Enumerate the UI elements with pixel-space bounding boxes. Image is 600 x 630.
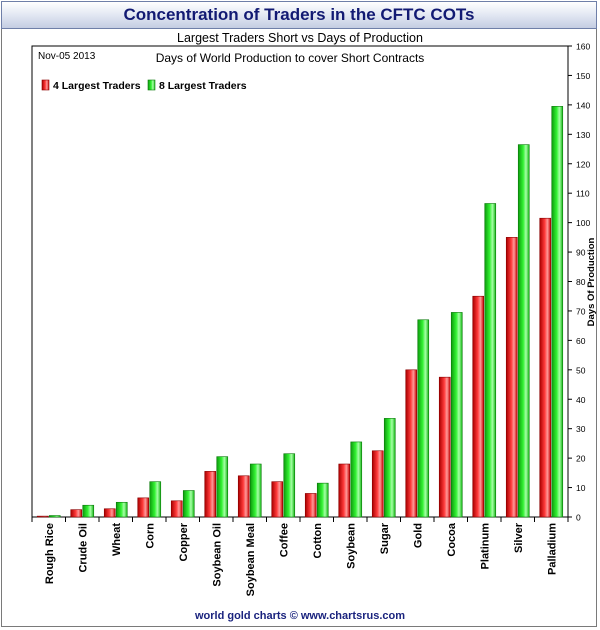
title-banner: Concentration of Traders in the CFTC COT… xyxy=(1,1,597,29)
y-tick-label: 20 xyxy=(576,454,586,464)
bar-top8-sugar xyxy=(383,418,396,518)
bar-top4-crude-oil xyxy=(70,509,83,518)
x-tick-label-wheat: Wheat xyxy=(111,523,123,556)
legend-label-top4: 4 Largest Traders xyxy=(53,80,141,92)
x-tick-label-rough-rice: Rough Rice xyxy=(44,523,56,584)
bar-top4-soybean-meal xyxy=(237,475,250,518)
y-tick-label: 40 xyxy=(576,395,586,405)
bar-top8-copper xyxy=(182,490,195,518)
x-axis: Rough Rice Crude Oil Wheat Corn Copper Soybea… xyxy=(31,517,569,596)
y-tick-label: 120 xyxy=(576,159,590,169)
bar-top8-silver xyxy=(517,144,530,518)
y-tick-label: 10 xyxy=(576,483,586,493)
x-tick-label-copper: Copper xyxy=(178,522,190,561)
x-tick-label-corn: Corn xyxy=(144,523,156,549)
bar-top8-soybean-oil xyxy=(216,456,229,518)
bar-top8-corn xyxy=(149,481,162,518)
y-tick-label: 160 xyxy=(576,42,590,52)
y-tick-label: 50 xyxy=(576,365,586,375)
x-tick-label-cocoa: Cocoa xyxy=(446,522,458,557)
bar-top8-cotton xyxy=(316,482,329,518)
footer-credit: world gold charts © www.chartsrus.com xyxy=(194,610,405,622)
x-tick-label-cotton: Cotton xyxy=(312,523,324,559)
y-tick-label: 90 xyxy=(576,248,586,258)
bar-top4-corn xyxy=(137,497,150,518)
bar-top8-rough-rice xyxy=(48,515,61,518)
bar-top4-soybean xyxy=(338,463,351,518)
bar-top8-gold xyxy=(417,319,430,518)
y-tick-label: 60 xyxy=(576,336,586,346)
chart-annotation: Days of World Production to cover Short … xyxy=(156,51,425,65)
bar-top8-soybean-meal xyxy=(249,463,262,518)
x-tick-label-soybean-meal: Soybean Meal xyxy=(245,523,257,596)
bars-group xyxy=(36,106,564,518)
y-tick-label: 30 xyxy=(576,424,586,434)
y-tick-label: 110 xyxy=(576,189,590,199)
bar-top8-crude-oil xyxy=(82,504,95,518)
bar-top8-wheat xyxy=(115,501,128,518)
bar-top4-rough-rice xyxy=(36,515,49,518)
bar-top4-soybean-oil xyxy=(204,471,217,518)
y-tick-label: 100 xyxy=(576,218,590,228)
y-tick-label: 70 xyxy=(576,306,586,316)
y-tick-label: 150 xyxy=(576,71,590,81)
legend-swatch-top8 xyxy=(147,79,156,91)
bar-top8-soybean xyxy=(350,441,363,518)
bar-top4-coffee xyxy=(271,481,284,518)
y-tick-label: 130 xyxy=(576,130,590,140)
bar-top4-sugar xyxy=(371,450,384,518)
chart-title: Concentration of Traders in the CFTC COT… xyxy=(123,5,475,24)
x-tick-label-soybean-oil: Soybean Oil xyxy=(211,523,223,587)
x-tick-label-sugar: Sugar xyxy=(379,522,391,554)
bar-top4-wheat xyxy=(103,508,116,518)
bar-top4-gold xyxy=(405,369,418,518)
x-tick-label-gold: Gold xyxy=(412,523,424,548)
bar-top8-cocoa xyxy=(450,312,463,518)
y-tick-label: 80 xyxy=(576,277,586,287)
x-tick-label-silver: Silver xyxy=(513,522,525,553)
bar-top8-coffee xyxy=(283,453,296,518)
y-axis: 0 10 20 30 40 50 60 70 80 90 100 110 120 130 140 150 160 xyxy=(568,42,590,523)
bar-top4-copper xyxy=(170,500,183,518)
y-axis-label: Days Of Production xyxy=(586,237,597,326)
bar-top8-palladium xyxy=(551,106,564,518)
bar-top4-cotton xyxy=(304,493,317,518)
x-tick-label-crude-oil: Crude Oil xyxy=(77,523,89,573)
legend-swatch-top4 xyxy=(41,79,50,91)
bar-top8-platinum xyxy=(484,203,497,518)
bar-top4-platinum xyxy=(472,295,485,518)
date-label: Nov-05 2013 xyxy=(38,51,96,62)
x-tick-label-soybean: Soybean xyxy=(345,523,357,569)
bar-top4-palladium xyxy=(539,217,552,518)
x-tick-label-palladium: Palladium xyxy=(546,523,558,575)
legend: 4 Largest Traders 8 Largest Traders xyxy=(41,79,247,92)
bar-top4-silver xyxy=(505,237,518,518)
y-tick-label: 140 xyxy=(576,100,590,110)
legend-label-top8: 8 Largest Traders xyxy=(159,80,247,92)
chart-subtitle: Largest Traders Short vs Days of Product… xyxy=(177,31,423,45)
x-tick-label-platinum: Platinum xyxy=(479,523,491,570)
x-tick-label-coffee: Coffee xyxy=(278,523,290,557)
bar-top4-cocoa xyxy=(438,376,451,518)
y-tick-label: 0 xyxy=(576,513,581,523)
